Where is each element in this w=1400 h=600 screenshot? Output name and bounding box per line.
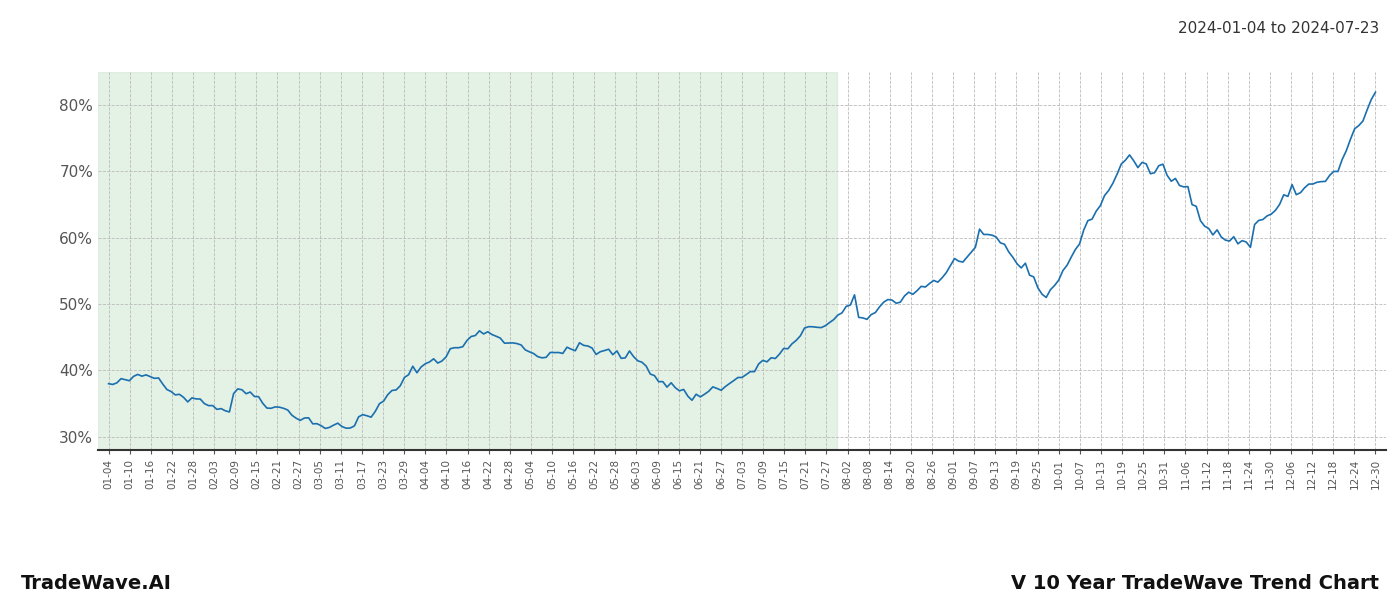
Text: V 10 Year TradeWave Trend Chart: V 10 Year TradeWave Trend Chart (1011, 574, 1379, 593)
Text: TradeWave.AI: TradeWave.AI (21, 574, 172, 593)
Bar (98, 72, 837, 450)
Text: 2024-01-04 to 2024-07-23: 2024-01-04 to 2024-07-23 (1177, 21, 1379, 36)
